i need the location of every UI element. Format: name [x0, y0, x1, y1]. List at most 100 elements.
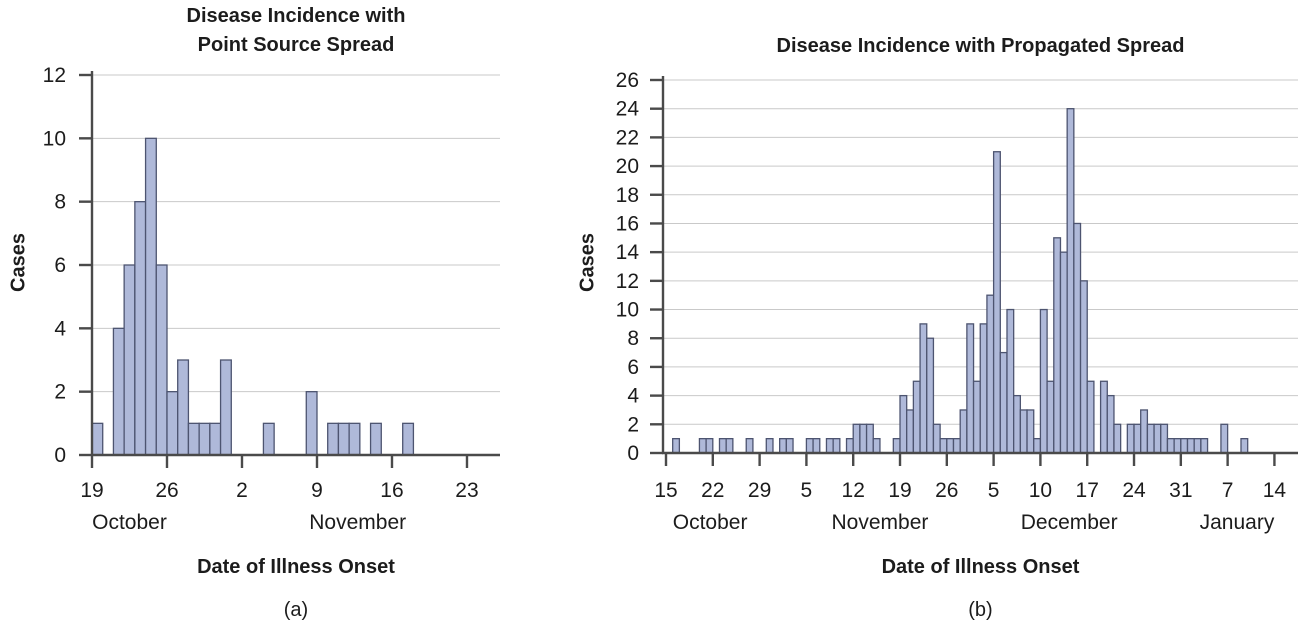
chart-b-bar-day-6 [705, 438, 714, 454]
chart-a-bar-day-29 [402, 422, 415, 456]
chart-b-bar-day-22 [812, 438, 821, 454]
chart-a-bar-day-23 [337, 422, 350, 456]
chart-a-bar-day-20 [305, 391, 318, 456]
chart-a-caption: (a) [283, 599, 309, 621]
chart-b-y-tick-label: 22 [616, 126, 639, 149]
chart-a-x-axis-title: Date of Illness Onset [197, 556, 395, 578]
chart-b-bar-day-8 [718, 438, 727, 454]
chart-a-bar-day-8 [177, 359, 190, 456]
chart-b-bar-day-29 [859, 423, 868, 454]
chart-b-bar-day-55 [1033, 438, 1042, 454]
chart-b-bar-day-27 [845, 438, 854, 454]
chart-a-bar-day-10 [198, 422, 211, 456]
chart-b-bar-day-24 [825, 438, 834, 454]
chart-b-bar-day-35 [899, 394, 908, 454]
chart-a-x-tick-label: 26 [155, 479, 178, 502]
chart-b-bar-day-44 [959, 409, 968, 454]
chart-a-y-axis-title: Cases [7, 233, 30, 292]
chart-b-bar-day-66 [1106, 394, 1115, 454]
chart-b-x-tick-label: 24 [1122, 479, 1146, 502]
chart-a-x-tick-label: 16 [380, 479, 403, 502]
chart-b-bar-day-21 [805, 438, 814, 454]
chart-b-y-tick-label: 10 [616, 299, 639, 322]
chart-b-bar-day-52 [1013, 394, 1022, 454]
chart-b-x-tick-label: 7 [1222, 479, 1234, 502]
chart-b-month-label: December [1021, 511, 1118, 534]
chart-a-y-tick-label: 12 [43, 64, 66, 87]
chart-b-bar-day-57 [1046, 380, 1055, 454]
chart-b-bar-day-60 [1066, 108, 1075, 454]
chart-b-bar-day-50 [999, 351, 1008, 454]
chart-b-bar-day-40 [932, 423, 941, 454]
chart-b-y-tick-label: 14 [616, 241, 640, 264]
chart-b-x-tick-label: 12 [842, 479, 865, 502]
chart-b-bar-day-39 [926, 337, 935, 454]
chart-b-y-tick-label: 20 [616, 155, 639, 178]
chart-b-bar-day-78 [1186, 438, 1195, 454]
chart-b-bar-day-54 [1026, 409, 1035, 454]
chart-a-title-line2: Point Source Spread [197, 34, 395, 56]
chart-a-x-tick-label: 2 [236, 479, 248, 502]
chart-b-bar-day-42 [946, 438, 955, 454]
chart-b-bar-day-76 [1173, 438, 1182, 454]
chart-b-bar-day-53 [1019, 409, 1028, 454]
chart-a-y-tick-label: 8 [54, 191, 66, 214]
chart-b-bar-day-47 [979, 323, 988, 454]
chart-a-bar-day-5 [144, 137, 157, 456]
chart-b-bar-day-58 [1053, 237, 1062, 454]
chart-a-x-tick-label: 23 [455, 479, 478, 502]
chart-b-caption: (b) [968, 599, 993, 621]
chart-a-bar-day-11 [209, 422, 222, 456]
chart-a-bar-day-12 [219, 359, 232, 456]
chart-b-bar-day-69 [1126, 423, 1135, 454]
chart-b-bar-day-56 [1039, 308, 1048, 454]
chart-b-bar-day-51 [1006, 308, 1015, 454]
chart-b-x-tick-label: 5 [988, 479, 1000, 502]
chart-b-bar-day-37 [912, 380, 921, 454]
chart-a-bar-day-22 [327, 422, 340, 456]
chart-b-bar-day-65 [1099, 380, 1108, 454]
chart-b-x-tick-label: 5 [801, 479, 813, 502]
chart-b-bar-day-75 [1166, 438, 1175, 454]
chart-a-bar-day-9 [187, 422, 200, 456]
chart-a-bar-day-3 [123, 264, 136, 456]
chart-b-bar-day-43 [952, 438, 961, 454]
chart-b-x-tick-label: 19 [888, 479, 911, 502]
chart-b-title: Disease Incidence with Propagated Spread [663, 32, 1298, 61]
chart-a-title-line1: Disease Incidence with [186, 5, 406, 27]
chart-a-y-tick-label: 0 [54, 444, 66, 467]
chart-a-y-tick-label: 4 [54, 317, 66, 340]
chart-b-bar-day-83 [1220, 423, 1229, 454]
chart-b-bar-day-45 [966, 323, 975, 454]
chart-a-bar-day-16 [262, 422, 275, 456]
chart-b-title-line1: Disease Incidence with Propagated Spread [776, 35, 1185, 57]
chart-a-bar-day-2 [112, 327, 125, 456]
chart-b-y-tick-label: 8 [627, 327, 639, 350]
chart-a-x-tick-label: 9 [311, 479, 323, 502]
chart-b-y-axis-title: Cases [576, 233, 599, 292]
chart-a-bar-day-24 [348, 422, 361, 456]
chart-b-bar-day-46 [972, 380, 981, 454]
chart-a-bar-day-26 [369, 422, 382, 456]
chart-b-bar-day-30 [865, 423, 874, 454]
chart-b-x-tick-label: 10 [1029, 479, 1052, 502]
chart-b-month-label: January [1200, 511, 1275, 534]
chart-b-y-tick-label: 18 [616, 184, 639, 207]
chart-b-bar-day-59 [1059, 251, 1068, 454]
chart-b-month-label: October [673, 511, 748, 534]
chart-b-x-tick-label: 29 [748, 479, 771, 502]
chart-b-x-tick-label: 31 [1169, 479, 1192, 502]
chart-b-bar-day-80 [1200, 438, 1209, 454]
chart-b-x-axis-title: Date of Illness Onset [881, 556, 1080, 578]
chart-b-bar-day-48 [986, 294, 995, 454]
chart-b-y-tick-label: 24 [616, 98, 640, 121]
chart-a-bar-day-6 [155, 264, 168, 456]
chart-b-x-tick-label: 22 [701, 479, 724, 502]
chart-b-y-tick-label: 26 [616, 69, 639, 92]
chart-b-y-tick-label: 2 [627, 413, 639, 436]
chart-b-bar-day-49 [992, 151, 1001, 454]
chart-a-month-label: October [92, 511, 167, 534]
chart-b-bar-day-28 [852, 423, 861, 454]
chart-b-x-tick-label: 15 [654, 479, 677, 502]
